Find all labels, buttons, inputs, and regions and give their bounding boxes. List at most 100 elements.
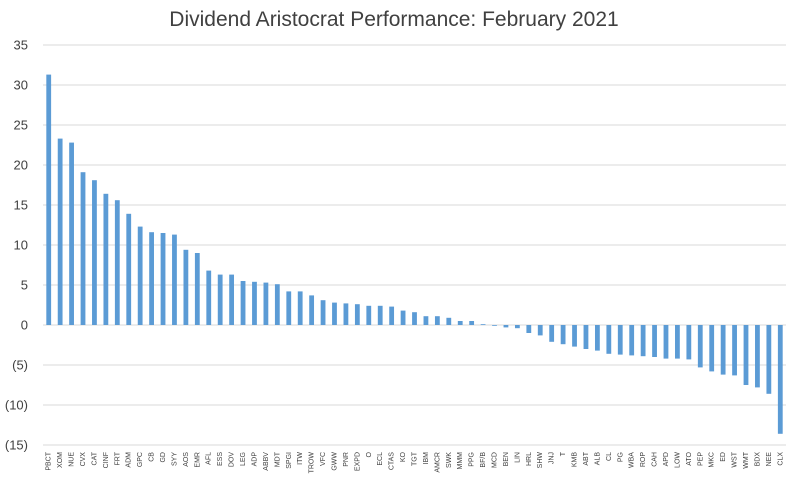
- x-tick-label: MKC: [709, 452, 716, 468]
- bar-aos: [183, 249, 189, 325]
- x-tick-label: KMB: [572, 452, 579, 468]
- x-tick-label: WST: [732, 451, 739, 467]
- x-tick-label: ECL: [377, 452, 384, 466]
- bar-ben: [503, 325, 509, 328]
- bar-cinf: [103, 193, 109, 325]
- x-tick-label: GPC: [137, 452, 144, 467]
- bar-t: [560, 325, 566, 345]
- bar-hrl: [526, 325, 532, 333]
- bar-afl: [206, 270, 212, 325]
- bar-bf-b: [480, 324, 486, 325]
- bar-wmt: [743, 325, 749, 385]
- bar-cb: [149, 232, 154, 325]
- y-tick-label: (10): [5, 398, 28, 413]
- x-tick-label: CVX: [80, 452, 87, 467]
- y-tick-label: 5: [21, 278, 28, 293]
- x-tick-label: ROP: [640, 452, 647, 468]
- bar-bdx: [755, 325, 760, 388]
- bar-ctas: [389, 306, 395, 325]
- x-tick-label: VFC: [320, 452, 327, 466]
- bar-dov: [229, 274, 235, 325]
- x-tick-label: BDX: [754, 452, 761, 467]
- bar-low: [675, 325, 680, 359]
- bar-ppg: [469, 321, 475, 325]
- bar-emr: [194, 253, 200, 325]
- y-tick-label: 25: [14, 118, 28, 133]
- x-tick-label: JNJ: [549, 452, 556, 464]
- x-tick-label: MMM: [457, 452, 464, 470]
- y-tick-label: 10: [14, 238, 28, 253]
- bar-mkc: [709, 325, 715, 372]
- x-tick-label: GD: [160, 452, 167, 463]
- x-tick-label: IBM: [423, 452, 430, 465]
- x-tick-label: SPGI: [286, 452, 293, 469]
- x-tick-label: T: [560, 451, 567, 456]
- chart-title: Dividend Aristocrat Performance: Februar…: [169, 8, 619, 31]
- bar-swk: [446, 317, 452, 325]
- x-tick-label: KO: [400, 451, 407, 462]
- bar-alb: [594, 325, 600, 351]
- bar-ecl: [377, 305, 383, 325]
- x-tick-label: LIN: [514, 452, 521, 463]
- bar-gww: [332, 302, 337, 325]
- bar-cah: [652, 325, 657, 357]
- bars-group: [46, 74, 783, 434]
- x-tick-label: WBA: [629, 452, 636, 468]
- x-tick-label: CTAS: [389, 452, 396, 470]
- x-tick-label: SYY: [171, 452, 178, 466]
- bar-abbv: [263, 282, 269, 325]
- x-tick-label: AOS: [183, 452, 190, 467]
- y-tick-label: 30: [14, 78, 28, 93]
- x-tick-label: ADP: [251, 452, 258, 467]
- x-tick-label: EMR: [194, 452, 201, 468]
- bar-frt: [114, 200, 120, 325]
- x-tick-label: PEP: [697, 452, 704, 466]
- x-axis-tick-labels: PBCT XOM NUE CVX CAT CINF FRT ADM GPC CB GD SYY AOS E…: [46, 451, 785, 473]
- x-tick-label: WMT: [743, 451, 750, 468]
- x-tick-label: EXPD: [354, 452, 361, 471]
- bar-expd: [354, 304, 360, 325]
- bar-mmm: [457, 321, 463, 325]
- bar-mcd: [492, 325, 497, 326]
- x-tick-label: ESS: [217, 452, 224, 466]
- bar-nee: [766, 325, 772, 394]
- y-tick-label: (5): [12, 358, 28, 373]
- x-tick-label: ITW: [297, 452, 304, 465]
- x-tick-label: XOM: [57, 452, 64, 468]
- bar-abt: [583, 325, 589, 349]
- bar-tgt: [412, 312, 417, 325]
- y-tick-label: 15: [14, 198, 28, 213]
- bar-cvx: [80, 172, 86, 325]
- x-tick-label: LEG: [240, 452, 247, 466]
- bar-cl: [606, 325, 612, 354]
- bar-ato: [686, 325, 692, 360]
- bar-spgi: [286, 291, 292, 325]
- bar-syy: [172, 234, 177, 325]
- bar-ko: [400, 310, 406, 325]
- bar-wba: [629, 325, 635, 356]
- bar-jnj: [549, 325, 555, 342]
- bar-cat: [92, 180, 97, 325]
- x-tick-label: AFL: [206, 452, 213, 465]
- bar-pg: [617, 325, 623, 355]
- x-tick-label: CLX: [777, 452, 784, 466]
- x-tick-label: GWW: [331, 452, 338, 471]
- x-tick-label: PPG: [469, 452, 476, 467]
- bar-o: [366, 305, 372, 325]
- bar-gpc: [137, 226, 143, 325]
- bar-apd: [663, 325, 669, 359]
- x-tick-label: MDT: [274, 451, 281, 467]
- y-tick-label: 20: [14, 158, 28, 173]
- x-tick-label: BF/B: [480, 452, 487, 468]
- x-tick-label: APD: [663, 452, 670, 466]
- bar-pnr: [343, 303, 349, 325]
- bar-shw: [537, 325, 543, 336]
- bar-leg: [240, 281, 246, 325]
- bar-adp: [252, 281, 257, 325]
- bar-pep: [697, 325, 703, 368]
- x-tick-label: ATO: [686, 451, 693, 465]
- x-tick-label: MCD: [492, 452, 499, 468]
- x-tick-label: SHW: [537, 452, 544, 469]
- x-tick-label: CB: [149, 452, 156, 462]
